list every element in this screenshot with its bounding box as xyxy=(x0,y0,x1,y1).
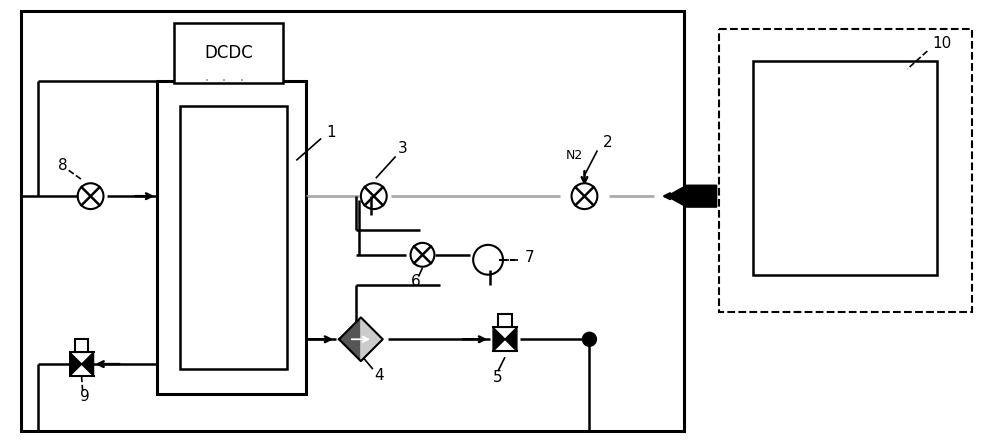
Bar xyxy=(180,106,287,369)
Bar xyxy=(498,314,512,328)
Circle shape xyxy=(582,332,596,346)
Polygon shape xyxy=(505,328,517,351)
Bar xyxy=(21,11,684,431)
Polygon shape xyxy=(339,317,361,361)
Text: 2: 2 xyxy=(603,135,612,150)
Bar xyxy=(719,29,972,312)
Polygon shape xyxy=(361,317,383,361)
Text: 6: 6 xyxy=(411,274,420,289)
Text: N2: N2 xyxy=(566,149,583,162)
Text: 9: 9 xyxy=(80,389,89,405)
Text: 7: 7 xyxy=(525,250,535,265)
Polygon shape xyxy=(493,328,505,351)
Text: H2: H2 xyxy=(684,190,701,202)
Bar xyxy=(75,339,88,352)
Polygon shape xyxy=(82,352,94,376)
Bar xyxy=(174,23,283,83)
Text: 3: 3 xyxy=(398,141,407,156)
FancyArrow shape xyxy=(667,185,717,207)
Text: 8: 8 xyxy=(58,158,68,173)
Text: 5: 5 xyxy=(493,369,503,384)
Text: 1: 1 xyxy=(326,125,336,140)
Bar xyxy=(753,61,937,275)
Bar xyxy=(157,81,306,394)
Text: 10: 10 xyxy=(933,36,952,51)
Text: DCDC: DCDC xyxy=(204,44,253,62)
Text: 4: 4 xyxy=(374,368,384,383)
Polygon shape xyxy=(70,352,82,376)
